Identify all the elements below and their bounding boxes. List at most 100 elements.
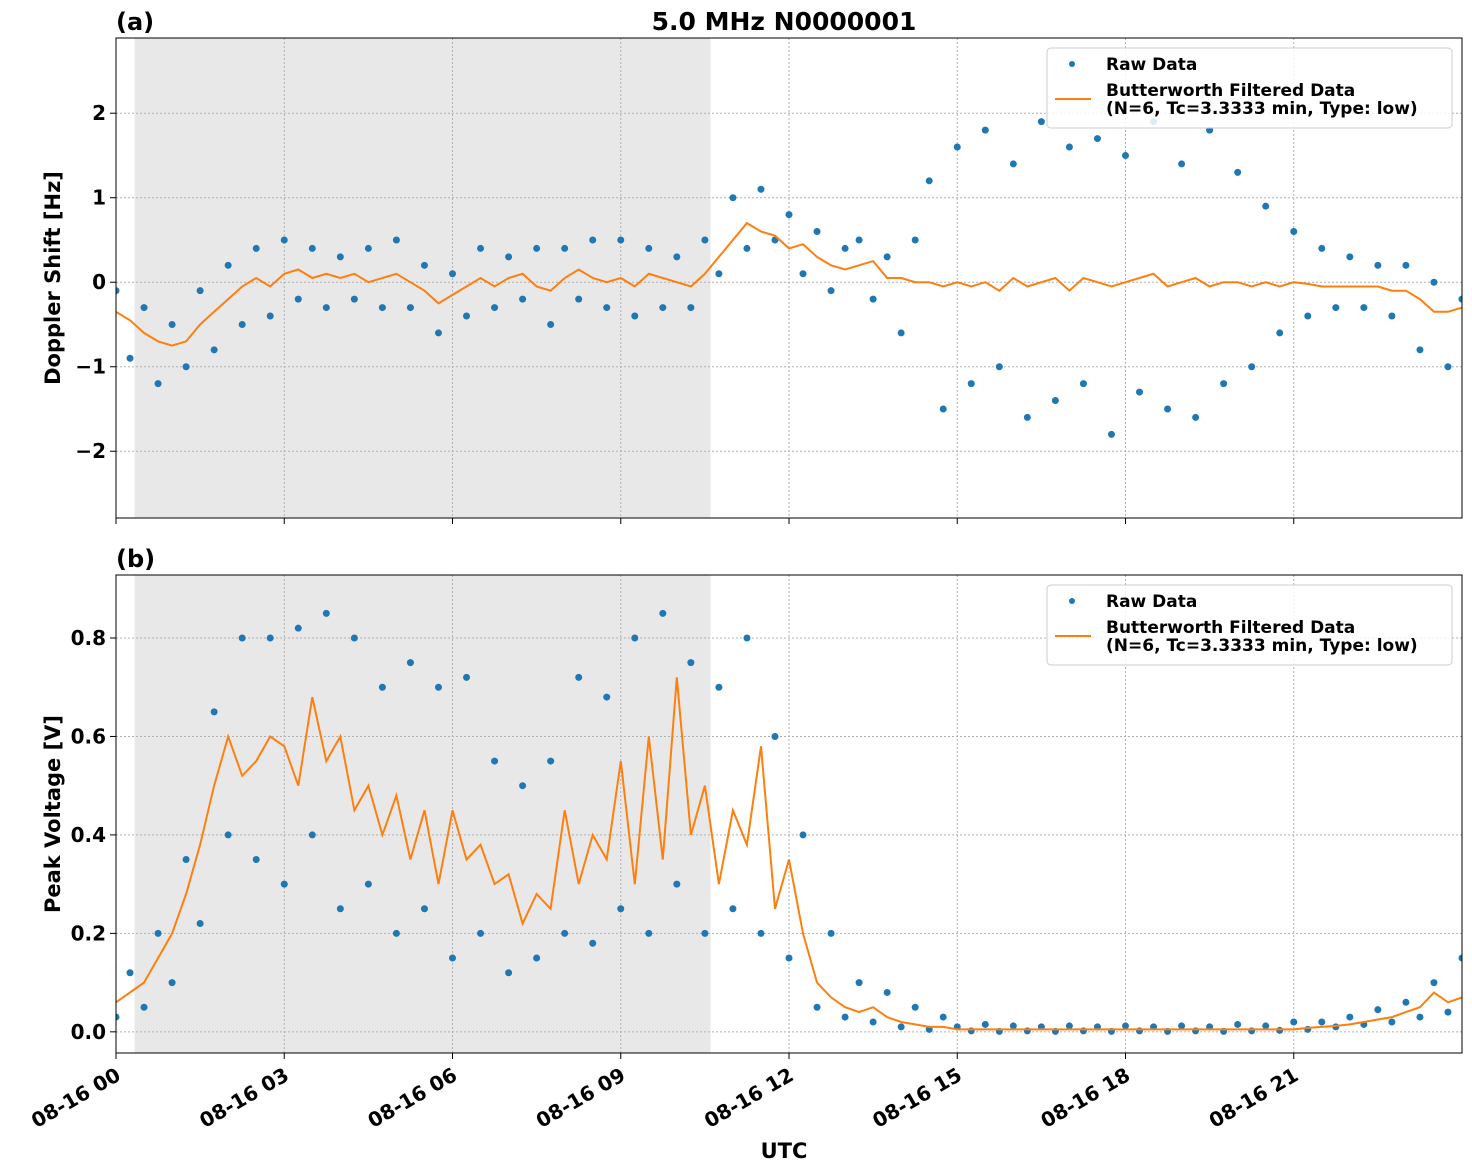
raw-point — [519, 295, 527, 303]
raw-point — [364, 880, 372, 888]
raw-point — [547, 757, 555, 765]
raw-point — [1107, 430, 1115, 438]
plot-area — [116, 118, 1462, 438]
raw-point — [673, 880, 681, 888]
raw-point — [252, 244, 260, 252]
raw-point — [1318, 1018, 1326, 1026]
raw-point — [785, 954, 793, 962]
raw-point — [238, 634, 246, 642]
legend-marker — [1069, 598, 1075, 604]
raw-point — [280, 880, 288, 888]
raw-point — [547, 320, 555, 328]
raw-point — [294, 624, 302, 632]
raw-point — [1065, 143, 1073, 151]
raw-point — [967, 1027, 975, 1035]
raw-point — [1051, 397, 1059, 405]
legend-box — [1046, 47, 1453, 129]
raw-point — [126, 354, 134, 362]
raw-point — [1136, 1027, 1144, 1035]
y-tick-label: 0.4 — [71, 823, 106, 847]
raw-point — [1065, 1022, 1073, 1030]
raw-point — [883, 253, 891, 261]
raw-point — [911, 236, 919, 244]
legend-marker — [1069, 61, 1075, 67]
plot-area — [116, 609, 1462, 1035]
raw-point — [855, 979, 863, 987]
raw-point — [1093, 135, 1101, 143]
raw-point — [140, 1003, 148, 1011]
x-tick-label: 08-16 09 — [532, 1063, 630, 1133]
legend-label: Butterworth Filtered Data (N=6, Tc=3.3333… — [1106, 81, 1418, 119]
raw-point — [420, 905, 428, 913]
raw-point — [1332, 304, 1340, 312]
x-tick-label: 08-16 06 — [363, 1063, 461, 1133]
x-tick-label: 08-16 21 — [1205, 1063, 1303, 1133]
raw-point — [659, 609, 667, 617]
raw-point — [687, 659, 695, 667]
legend: Raw Data Butterworth Filtered Data (N=6, T… — [1046, 47, 1453, 129]
raw-point — [463, 312, 471, 320]
raw-point — [1122, 151, 1129, 159]
raw-point — [1402, 998, 1410, 1006]
raw-point — [673, 253, 681, 261]
raw-point — [252, 856, 260, 864]
raw-point — [1009, 1022, 1017, 1030]
raw-point — [757, 929, 765, 937]
raw-point — [757, 185, 765, 193]
raw-point — [1262, 1022, 1270, 1030]
legend-label: Butterworth Filtered Data (N=6, Tc=3.3333… — [1106, 618, 1418, 656]
filtered-line — [116, 677, 1462, 1031]
raw-point — [280, 236, 288, 244]
raw-point — [392, 929, 400, 937]
raw-point — [1290, 1018, 1298, 1026]
raw-point — [771, 732, 779, 740]
y-tick-label: −1 — [75, 355, 106, 379]
raw-point — [981, 126, 989, 134]
raw-point — [1178, 160, 1186, 168]
raw-point — [1192, 413, 1200, 421]
legend-label: Raw Data — [1106, 592, 1197, 612]
raw-point — [196, 920, 204, 928]
raw-point — [575, 295, 583, 303]
raw-point — [505, 253, 513, 261]
raw-point — [561, 929, 569, 937]
raw-point — [308, 244, 316, 252]
raw-point — [589, 236, 597, 244]
raw-point — [266, 312, 274, 320]
raw-point — [336, 905, 344, 913]
raw-point — [1388, 1018, 1396, 1026]
raw-point — [1234, 168, 1242, 176]
raw-point — [210, 708, 218, 716]
raw-point — [350, 295, 358, 303]
raw-point — [575, 673, 583, 681]
raw-point — [116, 287, 120, 295]
raw-point — [911, 1003, 919, 1011]
raw-point — [406, 659, 414, 667]
raw-point — [939, 405, 947, 413]
raw-point — [491, 304, 499, 312]
raw-point — [477, 244, 485, 252]
raw-point — [378, 683, 386, 691]
raw-point — [1402, 261, 1410, 269]
filtered-line — [116, 221, 1462, 347]
raw-point — [196, 287, 204, 295]
raw-point — [154, 929, 162, 937]
raw-point — [378, 304, 386, 312]
raw-point — [322, 304, 330, 312]
raw-point — [1136, 388, 1144, 396]
raw-point — [785, 211, 793, 219]
raw-point — [1346, 1013, 1354, 1021]
raw-point — [168, 979, 176, 987]
raw-point — [589, 939, 597, 947]
legend: Raw Data Butterworth Filtered Data (N=6, T… — [1046, 584, 1453, 666]
raw-point — [939, 1013, 947, 1021]
legend-label: Raw Data — [1106, 55, 1197, 75]
raw-point — [701, 929, 709, 937]
raw-point — [1430, 979, 1438, 987]
raw-point — [617, 236, 625, 244]
raw-point — [322, 609, 330, 617]
raw-point — [224, 831, 232, 839]
raw-point — [1430, 278, 1438, 286]
raw-point — [659, 304, 667, 312]
raw-point — [1164, 405, 1172, 413]
